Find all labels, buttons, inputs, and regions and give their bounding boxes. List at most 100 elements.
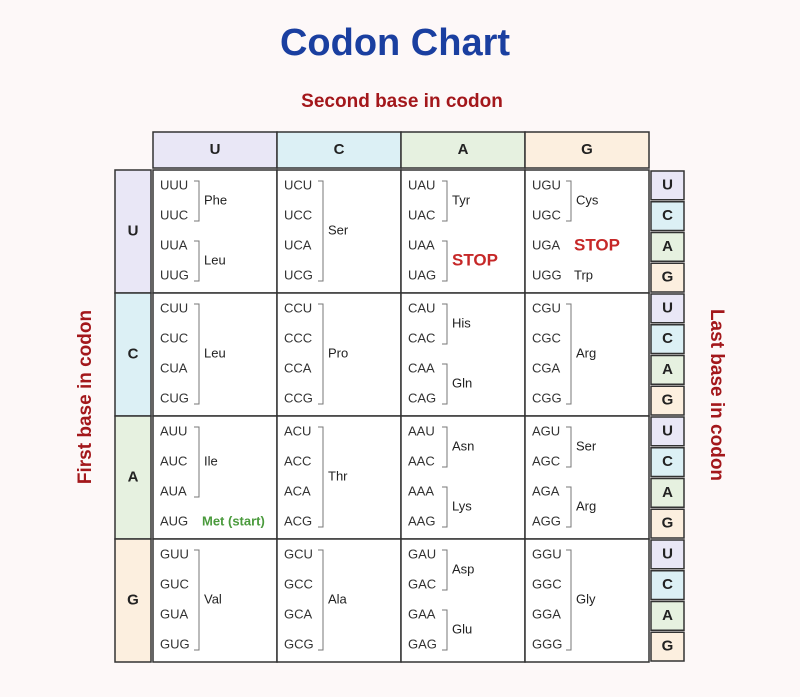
codon: UUU [160, 177, 188, 192]
last-base-label: A [662, 238, 673, 255]
column-header [152, 131, 278, 169]
amino-acid-label: Ala [328, 591, 348, 606]
last-base-label: G [662, 269, 674, 286]
row-header-label: U [128, 222, 139, 239]
codon: CGG [532, 390, 562, 405]
codon-cell [524, 169, 650, 294]
codon: GCA [284, 606, 313, 621]
last-base-label: C [662, 576, 673, 593]
codon: AUU [160, 423, 187, 438]
codon: UCU [284, 177, 312, 192]
last-base-label: G [662, 515, 674, 532]
amino-acid-label: Asp [452, 561, 474, 576]
bracket [442, 486, 448, 528]
codon: GCG [284, 636, 314, 651]
column-header-label: C [334, 141, 345, 158]
codon: CCC [284, 330, 312, 345]
amino-acid-label: Ser [576, 438, 597, 453]
last-base-label: G [662, 638, 674, 655]
codon: CCG [284, 390, 313, 405]
codon: CAU [408, 300, 435, 315]
last-base-label: U [662, 176, 673, 193]
bracket [442, 426, 448, 468]
codon: CUA [160, 360, 188, 375]
last-base-cell [650, 447, 685, 478]
codon-cell [524, 538, 650, 663]
title: Codon Chart [280, 22, 510, 64]
bracket [318, 180, 324, 282]
amino-acid-label: STOP [574, 235, 620, 254]
codon: AUC [160, 453, 187, 468]
codon: AGC [532, 453, 560, 468]
amino-acid-label: Val [204, 591, 222, 606]
codon: UGA [532, 237, 561, 252]
codon: ACC [284, 453, 311, 468]
last-base-label: A [662, 484, 673, 501]
codon: AUA [160, 483, 187, 498]
amino-acid-label: Glu [452, 621, 472, 636]
codon: AAC [408, 453, 435, 468]
codon: CGC [532, 330, 561, 345]
codon: AAG [408, 513, 435, 528]
codon: UCA [284, 237, 312, 252]
codon: GGG [532, 636, 562, 651]
codon: UAA [408, 237, 435, 252]
codon: GAG [408, 636, 437, 651]
bracket [442, 303, 448, 345]
codon: GUA [160, 606, 189, 621]
row-header [114, 292, 152, 417]
row-header [114, 538, 152, 663]
column-header-label: U [210, 141, 221, 158]
amino-acid-label: His [452, 315, 471, 330]
codon: ACA [284, 483, 311, 498]
last-base-cell [650, 324, 685, 355]
codon: UUC [160, 207, 188, 222]
codon: CUU [160, 300, 188, 315]
amino-acid-label: Ile [204, 453, 218, 468]
last-base-cell [650, 293, 685, 324]
bracket [442, 549, 448, 591]
column-header-label: G [581, 141, 593, 158]
codon: CAC [408, 330, 435, 345]
bracket [442, 240, 448, 282]
last-base-cell [650, 170, 685, 201]
codon: CGA [532, 360, 561, 375]
last-base-cell [650, 385, 685, 416]
bracket [318, 426, 324, 528]
codon: UGC [532, 207, 561, 222]
codon: UUG [160, 267, 189, 282]
amino-acid-label: Phe [204, 192, 227, 207]
column-header [276, 131, 402, 169]
codon: CCU [284, 300, 312, 315]
codon: CCA [284, 360, 312, 375]
second-base-label: Second base in codon [301, 91, 503, 112]
bracket [318, 549, 324, 651]
codon: AGU [532, 423, 560, 438]
last-base-label: G [662, 392, 674, 409]
row-header-label: A [128, 468, 139, 485]
codon: CAG [408, 390, 436, 405]
last-base-label: U [662, 299, 673, 316]
codon: CAA [408, 360, 435, 375]
codon: CUC [160, 330, 188, 345]
codon: UGU [532, 177, 561, 192]
row-header [114, 415, 152, 540]
last-base-cell [650, 201, 685, 232]
amino-acid-label: Lys [452, 498, 472, 513]
bracket [566, 426, 572, 468]
last-base-label: C [662, 330, 673, 347]
amino-acid-label: Ser [328, 222, 349, 237]
column-header [400, 131, 526, 169]
bracket [566, 303, 572, 405]
bracket [194, 426, 200, 498]
codon-cell [276, 292, 402, 417]
amino-acid-label: Thr [328, 468, 348, 483]
codon-cell [524, 292, 650, 417]
codon: CGU [532, 300, 561, 315]
amino-acid-label: Trp [574, 267, 593, 282]
bracket [442, 363, 448, 405]
bracket [194, 180, 200, 222]
column-header [524, 131, 650, 169]
codon: GGA [532, 606, 561, 621]
